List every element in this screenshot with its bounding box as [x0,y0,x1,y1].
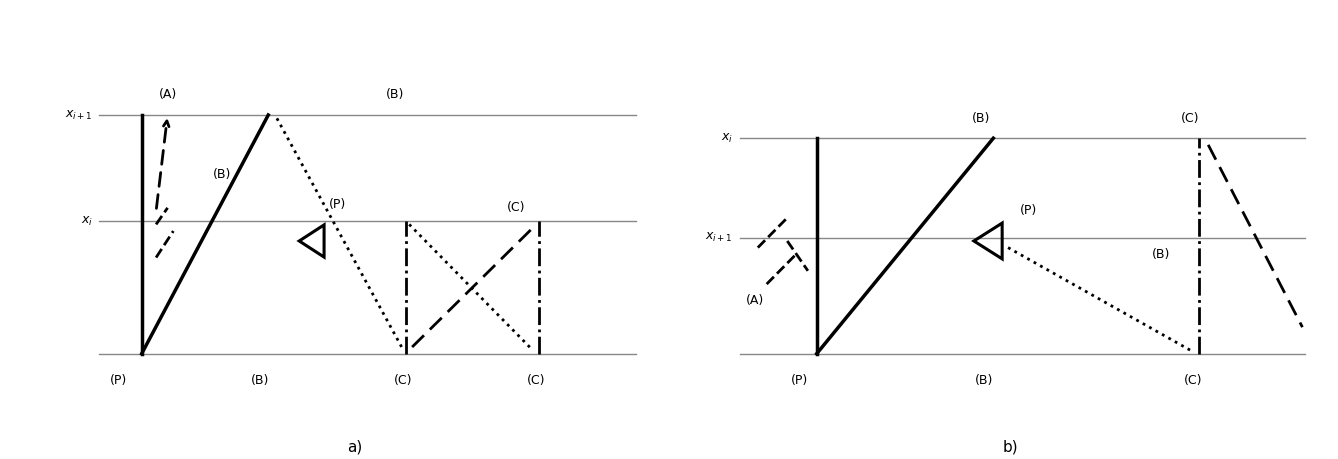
Text: (A): (A) [158,89,177,101]
Text: a): a) [347,439,363,454]
Text: (B): (B) [975,374,994,386]
Text: (C): (C) [506,201,524,214]
Text: (C): (C) [527,374,545,386]
Text: $x_i$: $x_i$ [721,132,733,145]
Text: (P): (P) [110,374,127,386]
Text: (B): (B) [1152,247,1171,261]
Text: $x_{i+1}$: $x_{i+1}$ [66,108,92,122]
Text: $x_{i+1}$: $x_{i+1}$ [705,231,733,244]
Text: (P): (P) [791,374,808,386]
Text: (B): (B) [973,112,990,125]
Text: (C): (C) [1181,112,1200,125]
Text: (P): (P) [329,198,347,211]
Text: (A): (A) [745,294,764,307]
Text: (B): (B) [250,374,269,386]
Text: (C): (C) [395,374,412,386]
Text: (B): (B) [385,89,404,101]
Text: b): b) [1002,439,1018,454]
Text: (P): (P) [1020,204,1037,218]
Text: (B): (B) [213,168,231,181]
Text: (C): (C) [1184,374,1203,386]
Text: $x_i$: $x_i$ [80,214,92,228]
